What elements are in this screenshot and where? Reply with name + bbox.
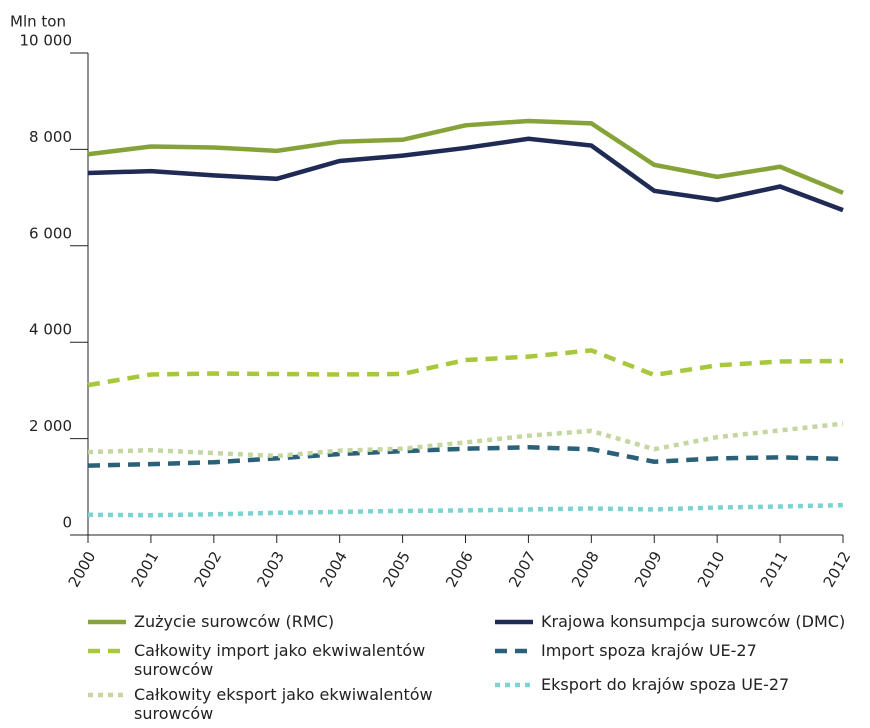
series-line: [87, 445, 844, 468]
series-line: [87, 421, 844, 459]
x-tick-label: 2009: [631, 548, 666, 590]
legend-label: Import spoza krajów UE-27: [541, 641, 757, 660]
x-tick-label: 2004: [316, 548, 351, 590]
y-tick-label: 0: [62, 514, 72, 532]
series-line: [87, 502, 844, 518]
legend-label: Krajowa konsumpcja surowców (DMC): [541, 612, 846, 631]
series-line: [87, 136, 844, 213]
y-tick-label: 8 000: [29, 128, 72, 146]
y-tick-label: 10 000: [20, 32, 73, 50]
legend-label: Całkowity eksport jako ekwiwalentów suro…: [134, 685, 433, 723]
y-tick-label: 6 000: [29, 224, 72, 242]
x-tick-label: 2001: [128, 548, 163, 590]
y-axis-label: Mln ton: [10, 13, 66, 31]
x-tick-label: 2002: [191, 548, 226, 590]
x-tick-label: 2005: [379, 548, 414, 590]
y-tick-label: 4 000: [29, 321, 72, 339]
legend-label: Eksport do krajów spoza UE-27: [541, 675, 790, 694]
legend-label: Całkowity import jako ekwiwalentów surow…: [134, 641, 426, 679]
x-tick-label: 2012: [820, 548, 855, 590]
series-line: [87, 118, 844, 195]
x-tick-label: 2000: [65, 548, 100, 590]
x-tick-label: 2010: [694, 548, 729, 590]
x-tick-label: 2006: [442, 548, 477, 590]
y-tick-label: 2 000: [29, 417, 72, 435]
x-tick-label: 2011: [757, 548, 792, 590]
x-tick-label: 2008: [568, 548, 603, 590]
legend-label: Zużycie surowców (RMC): [134, 612, 335, 631]
x-tick-label: 2007: [505, 548, 540, 590]
x-tick-label: 2003: [253, 548, 288, 590]
series-line: [87, 348, 844, 388]
